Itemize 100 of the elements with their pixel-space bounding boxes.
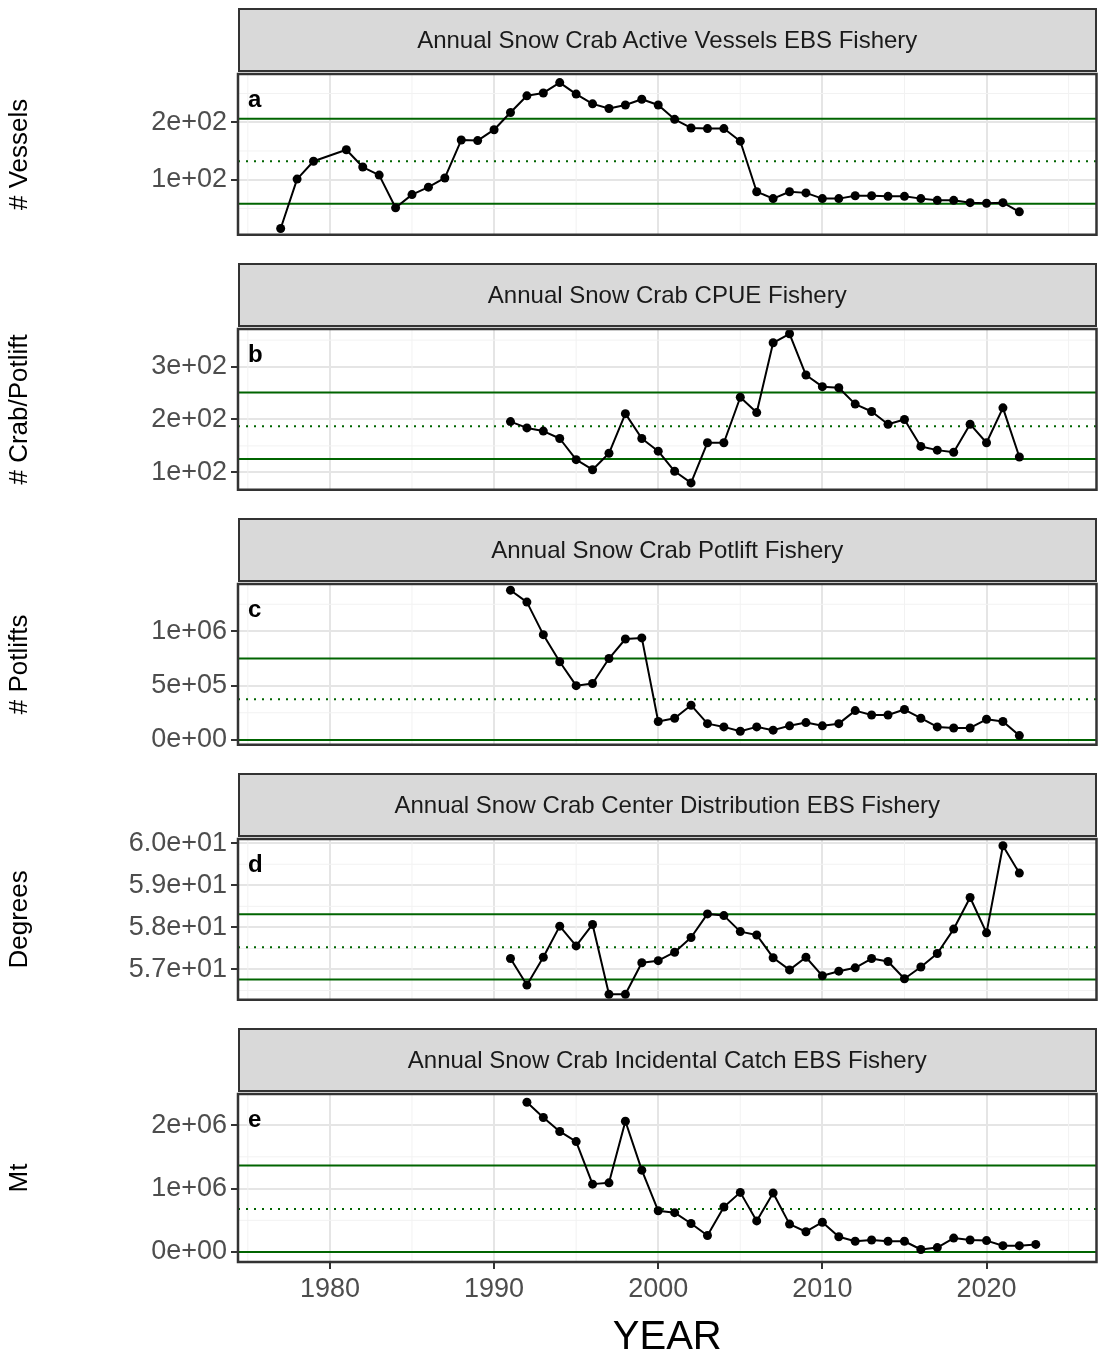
point (834, 1232, 844, 1242)
annotation: d (248, 849, 263, 877)
point (702, 909, 712, 919)
point (801, 952, 811, 962)
point (817, 382, 827, 392)
point (916, 441, 926, 451)
point (965, 893, 975, 903)
point (768, 725, 778, 735)
y-axis-title: # Vessels (2, 98, 33, 211)
point (292, 174, 302, 184)
point (867, 191, 877, 201)
point (817, 721, 827, 731)
annotation: a (248, 84, 262, 112)
point (686, 700, 696, 710)
point (982, 1236, 992, 1246)
x-tick-label: 2000 (628, 1272, 689, 1303)
point (735, 726, 745, 736)
point (588, 679, 598, 688)
point (834, 383, 844, 393)
point (555, 78, 565, 88)
y-tick-label: 0e+00 (151, 1235, 227, 1266)
point (752, 408, 762, 418)
point (637, 1165, 647, 1175)
y-axis-title: # Crab/Potlift (2, 333, 33, 485)
point (883, 1236, 893, 1246)
point (341, 145, 351, 155)
point (588, 99, 598, 109)
y-tick-label: 0e+00 (151, 723, 227, 754)
point (686, 478, 696, 488)
point (850, 191, 860, 201)
point (850, 963, 860, 973)
point (932, 949, 942, 958)
point (932, 722, 942, 732)
point (670, 466, 680, 476)
point (571, 455, 581, 465)
point (834, 966, 844, 976)
point (538, 1112, 548, 1122)
point (440, 173, 450, 183)
y-tick-label: 1e+02 (151, 163, 227, 194)
point (932, 195, 942, 205)
point (505, 107, 515, 117)
point (538, 426, 548, 436)
point (735, 927, 745, 937)
point (752, 1216, 762, 1226)
point (522, 423, 532, 433)
y-tick-label: 6.0e+01 (128, 826, 227, 857)
y-tick-label: 5e+05 (151, 669, 227, 700)
point (670, 1208, 680, 1218)
y-tick-label: 5.9e+01 (128, 868, 227, 899)
y-axis-title: Degrees (2, 870, 33, 969)
point (998, 716, 1008, 726)
point (653, 1206, 663, 1216)
point (817, 1217, 827, 1227)
y-tick-label: 1e+06 (151, 614, 227, 645)
point (965, 198, 975, 208)
point (1014, 207, 1024, 217)
x-tick-label: 1980 (299, 1272, 360, 1303)
point (620, 634, 630, 644)
point (522, 980, 532, 990)
point (555, 1126, 565, 1136)
point (555, 921, 565, 931)
strip-header: Annual Snow Crab CPUE Fishery (238, 263, 1097, 327)
point (949, 924, 959, 934)
point (374, 170, 384, 180)
point (702, 1231, 712, 1241)
point (456, 135, 466, 145)
point (653, 446, 663, 456)
point (670, 114, 680, 124)
point (965, 723, 975, 733)
point (522, 597, 532, 607)
y-tick-label: 2e+02 (151, 105, 227, 136)
point (965, 419, 975, 429)
point (702, 124, 712, 134)
point (505, 585, 515, 595)
point (1031, 1239, 1041, 1249)
point (998, 841, 1008, 851)
y-tick-label: 5.7e+01 (128, 952, 227, 983)
point (391, 203, 401, 213)
point (604, 448, 614, 458)
point (998, 403, 1008, 413)
point (719, 722, 729, 732)
x-tick-label: 1990 (464, 1272, 525, 1303)
point (850, 399, 860, 409)
point (982, 198, 992, 208)
chart-title: Annual Snow Crab Active Vessels EBS Fishery (417, 26, 918, 54)
x-axis-title: YEAR (612, 1313, 722, 1358)
point (358, 162, 368, 172)
point (604, 1178, 614, 1188)
point (768, 338, 778, 348)
y-tick-label: 1e+06 (151, 1172, 227, 1203)
point (719, 438, 729, 448)
point (916, 1245, 926, 1254)
point (899, 705, 909, 715)
point (752, 722, 762, 732)
point (276, 223, 286, 233)
point (785, 1219, 795, 1229)
point (932, 445, 942, 455)
point (702, 438, 712, 448)
point (686, 123, 696, 133)
y-tick-label: 3e+02 (151, 350, 227, 381)
